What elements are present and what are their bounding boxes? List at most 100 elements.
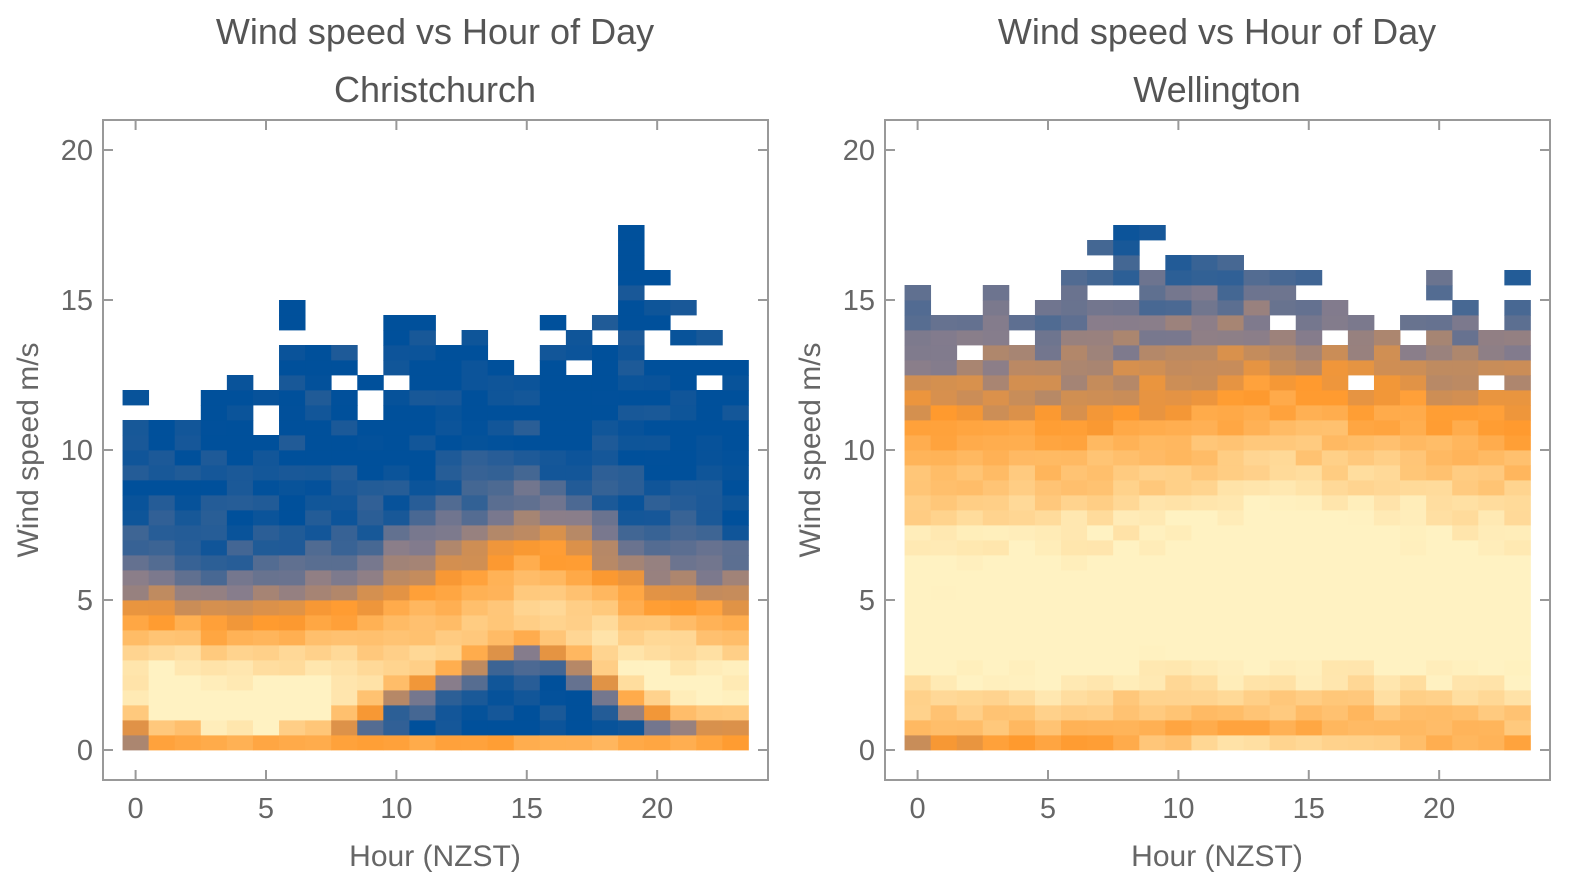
heatmap-cell (122, 480, 150, 496)
heatmap-cell (1034, 615, 1062, 631)
heatmap-cell (1504, 435, 1531, 451)
heatmap-cell (1426, 495, 1453, 511)
heatmap-cell (1165, 690, 1192, 706)
heatmap-cell (1191, 495, 1218, 511)
heatmap-cell (1034, 540, 1062, 556)
heatmap-cell (696, 645, 723, 661)
heatmap-cell (1008, 735, 1036, 751)
heatmap-cell (722, 480, 749, 496)
heatmap-cell (670, 585, 697, 601)
heatmap-cell (252, 465, 280, 481)
heatmap-cell (1034, 705, 1062, 721)
y-tick-label: 0 (77, 735, 93, 767)
heatmap-cell (357, 600, 384, 616)
heatmap-cell (696, 585, 723, 601)
heatmap-cell (226, 525, 254, 541)
heatmap-cell (174, 645, 202, 661)
heatmap-cell (487, 405, 515, 421)
heatmap-cell (200, 615, 228, 631)
heatmap-cell (565, 705, 593, 721)
heatmap-cell (1373, 630, 1401, 646)
heatmap-cell (1504, 720, 1531, 736)
heatmap-cell (331, 585, 358, 601)
heatmap-cell (305, 480, 332, 496)
heatmap-cell (1191, 465, 1218, 481)
heatmap-cell (513, 630, 541, 646)
heatmap-cell (904, 705, 932, 721)
x-axis-label: Hour (NZST) (349, 840, 521, 873)
heatmap-cell (956, 570, 984, 586)
heatmap-cell (1400, 345, 1427, 361)
heatmap-cell (1243, 615, 1271, 631)
heatmap-cell (1347, 495, 1375, 511)
heatmap-cell (357, 570, 384, 586)
heatmap-cell (539, 615, 567, 631)
heatmap-cell (1087, 540, 1114, 556)
heatmap-cell (1061, 360, 1088, 376)
heatmap-cell (200, 705, 228, 721)
heatmap-cell (591, 705, 619, 721)
heatmap-cell (357, 510, 384, 526)
heatmap-cell (1452, 735, 1479, 751)
heatmap-cell (1113, 450, 1140, 466)
heatmap-cell (200, 690, 228, 706)
heatmap-cell (331, 555, 358, 571)
heatmap-cell (279, 675, 306, 691)
heatmap-cell (1504, 705, 1531, 721)
heatmap-cell (174, 450, 202, 466)
heatmap-cell (279, 585, 306, 601)
heatmap-cell (200, 585, 228, 601)
heatmap-cell (930, 390, 958, 406)
heatmap-cell (1165, 390, 1192, 406)
heatmap-cell (461, 675, 489, 691)
heatmap-cell (644, 720, 671, 736)
heatmap-cell (1426, 465, 1453, 481)
heatmap-cell (1478, 615, 1505, 631)
heatmap-cell (1139, 285, 1166, 301)
heatmap-cell (435, 615, 462, 631)
heatmap-cell (122, 645, 150, 661)
heatmap-cell (1373, 540, 1401, 556)
heatmap-cell (461, 615, 489, 631)
heatmap-cell (1087, 375, 1114, 391)
heatmap-cell (1191, 315, 1218, 331)
heatmap-cell (305, 405, 332, 421)
heatmap-cell (1347, 540, 1375, 556)
heatmap-cell (357, 420, 384, 436)
heatmap-cell (1347, 390, 1375, 406)
heatmap-cell (904, 720, 932, 736)
heatmap-cell (461, 360, 489, 376)
heatmap-cell (435, 690, 462, 706)
heatmap-cell (982, 315, 1010, 331)
heatmap-cell (1034, 420, 1062, 436)
heatmap-cell (1373, 375, 1401, 391)
heatmap-cell (200, 675, 228, 691)
heatmap-cell (1139, 465, 1166, 481)
heatmap-cell (1478, 690, 1505, 706)
heatmap-cell (1269, 300, 1297, 316)
heatmap-cell (982, 660, 1010, 676)
heatmap-cell (279, 510, 306, 526)
heatmap-cell (539, 555, 567, 571)
heatmap-cell (565, 375, 593, 391)
heatmap-cell (305, 735, 332, 751)
heatmap-cell (1191, 390, 1218, 406)
heatmap-cell (696, 735, 723, 751)
heatmap-cell (539, 375, 567, 391)
heatmap-cell (1400, 615, 1427, 631)
heatmap-cell (1061, 645, 1088, 661)
heatmap-cell (226, 495, 254, 511)
y-tick-label: 15 (61, 285, 93, 317)
heatmap-cell (1061, 600, 1088, 616)
heatmap-cell (565, 570, 593, 586)
heatmap-cell (1373, 525, 1401, 541)
heatmap-cell (174, 660, 202, 676)
heatmap-cell (1191, 510, 1218, 526)
heatmap-cell (1243, 555, 1271, 571)
heatmap-cell (1478, 720, 1505, 736)
heatmap-cell (1008, 420, 1036, 436)
heatmap-cell (565, 420, 593, 436)
heatmap-cell (1191, 615, 1218, 631)
heatmap-cell (930, 345, 958, 361)
heatmap-cell (357, 465, 384, 481)
